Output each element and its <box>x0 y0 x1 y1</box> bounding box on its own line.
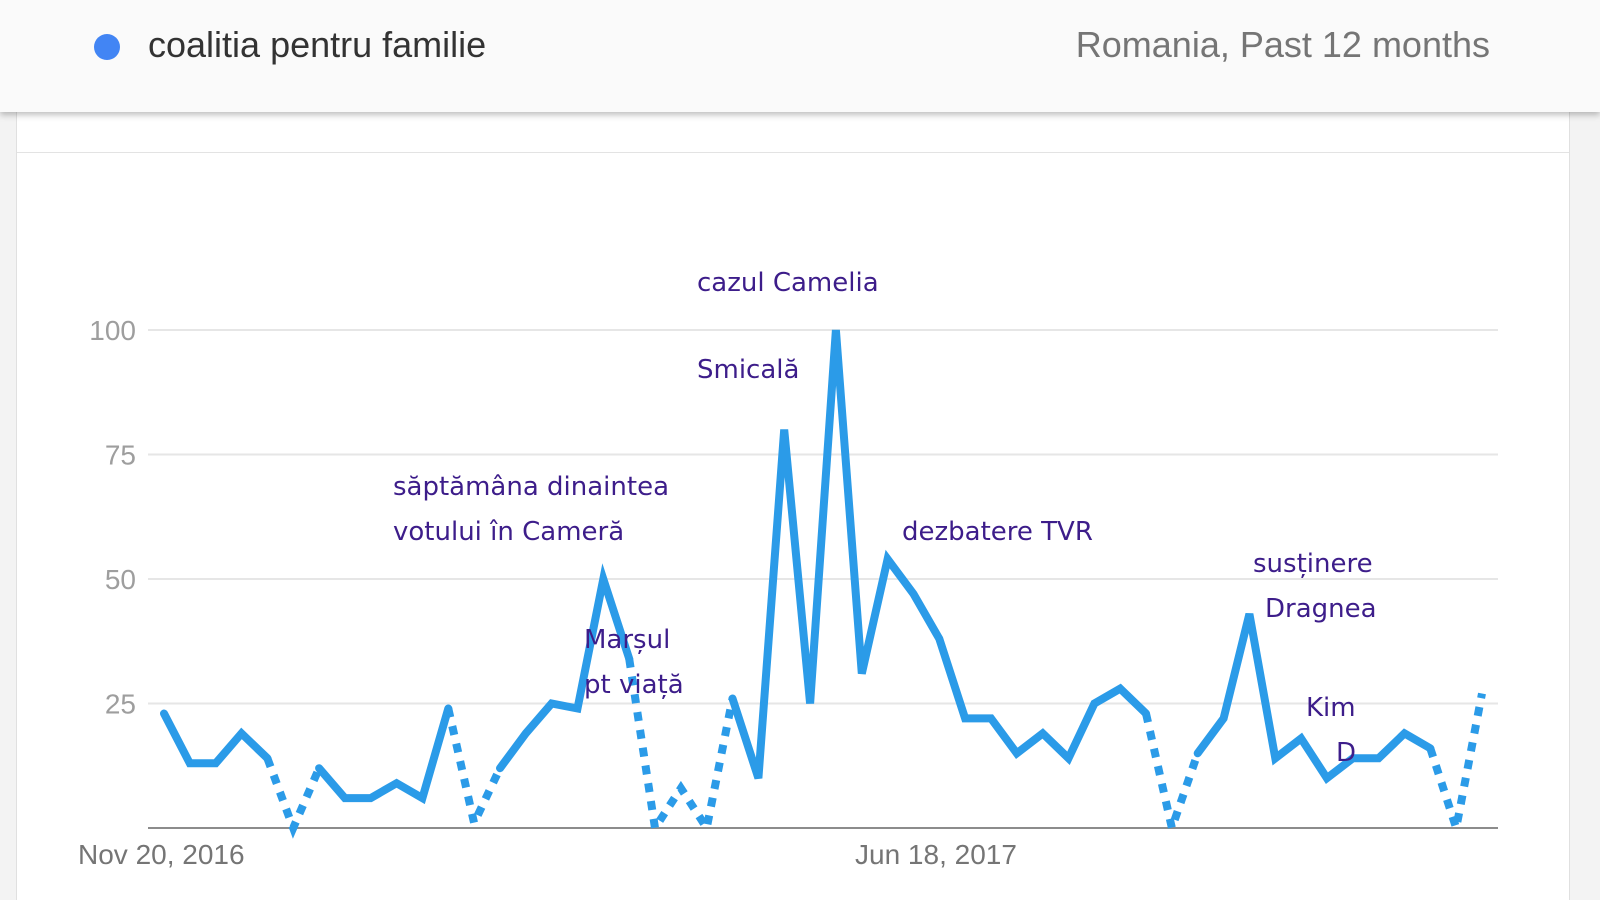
annotations: cazul Camelia Smicală săptămâna dinaintea v… <box>393 268 1377 768</box>
series-line-segment <box>728 329 1150 780</box>
series-line-segment <box>496 563 634 773</box>
y-tick-label: 25 <box>105 689 136 720</box>
series-line-partial-segment <box>263 756 323 839</box>
series-legend-dot <box>94 34 120 60</box>
y-tick-label: 75 <box>105 440 136 471</box>
annotation-label: pt viață <box>584 670 684 700</box>
series-line-segment <box>1193 612 1435 785</box>
grid-lines <box>148 329 1498 829</box>
annotation-label: Kim <box>1306 693 1356 723</box>
annotation-label: cazul Camelia <box>697 268 879 298</box>
header-bar: coalitia pentru familie Romania, Past 12… <box>0 0 1600 112</box>
series-line-segment <box>315 704 453 805</box>
y-tick-label: 100 <box>89 315 136 346</box>
series-line-segment <box>160 709 272 768</box>
region-period-label: Romania, Past 12 months <box>1075 24 1490 65</box>
annotation-label: dezbatere TVR <box>902 517 1093 547</box>
x-axis-ticks: Nov 20, 2016 Jun 18, 2017 <box>78 839 1017 870</box>
annotation-label: săptămâna dinaintea <box>393 472 669 502</box>
annotation-label: Marșul <box>584 625 670 655</box>
series-line-partial-segment <box>1142 712 1202 843</box>
x-tick-label: Nov 20, 2016 <box>78 839 245 870</box>
annotation-label: votului în Cameră <box>393 517 624 547</box>
y-tick-label: 50 <box>105 564 136 595</box>
annotation-label: Dragnea <box>1265 594 1377 624</box>
series-line-partial-segment <box>1426 692 1486 830</box>
annotation-label: susținere <box>1253 549 1373 579</box>
annotation-label: Smicală <box>697 355 799 385</box>
y-axis-ticks: 100 75 50 25 <box>89 315 136 720</box>
series-line-partial-segment <box>444 707 504 836</box>
x-tick-label: Jun 18, 2017 <box>855 839 1017 870</box>
search-term-label[interactable]: coalitia pentru familie <box>148 24 487 65</box>
card-divider <box>17 152 1569 153</box>
series-line <box>160 329 1486 843</box>
annotation-label: D <box>1336 738 1356 768</box>
series-line-partial-segment <box>625 658 737 839</box>
